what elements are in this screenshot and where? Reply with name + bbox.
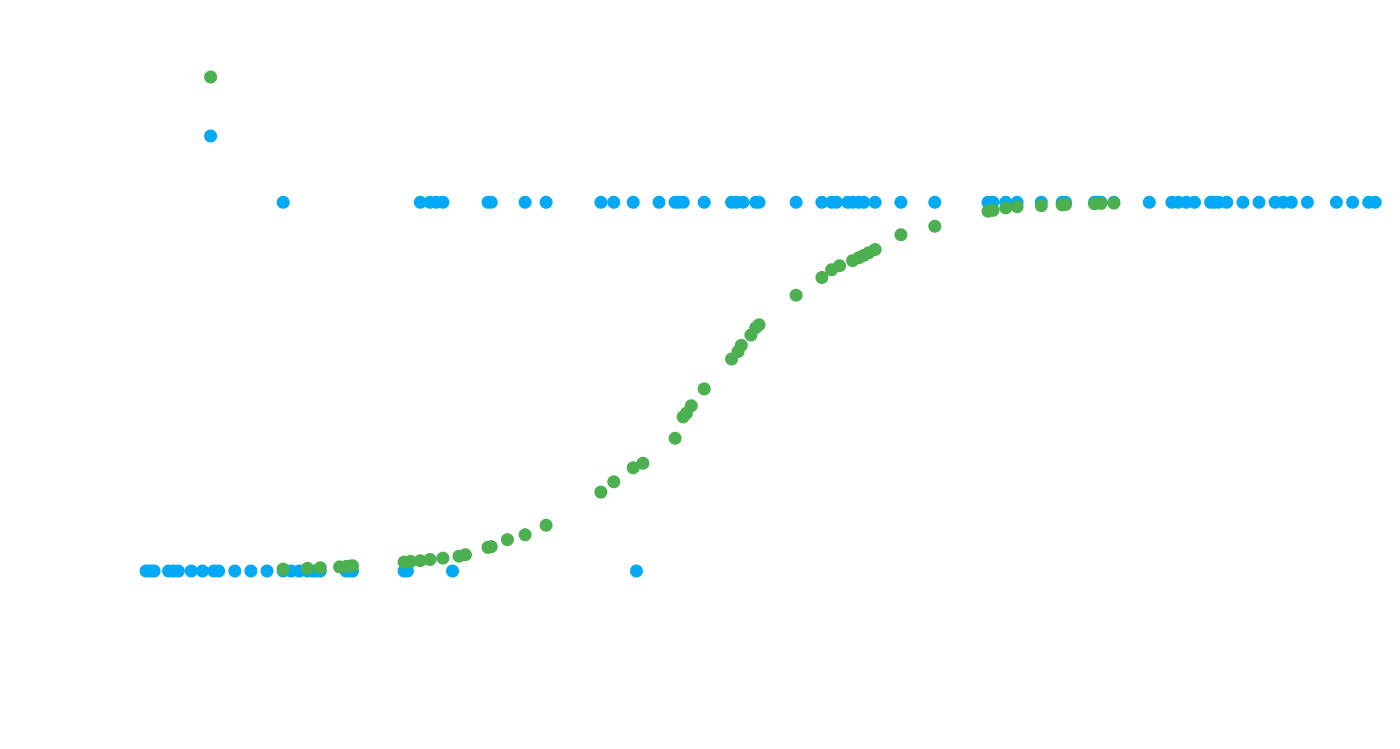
data-point [518, 528, 532, 542]
data-point [684, 399, 698, 413]
data-point [829, 195, 843, 209]
data-point [928, 219, 942, 233]
data-point [204, 129, 218, 143]
data-point [244, 564, 258, 578]
data-point [436, 551, 450, 565]
data-point [539, 518, 553, 532]
data-point [626, 461, 640, 475]
data-point [1142, 195, 1156, 209]
data-point [868, 195, 882, 209]
data-point [413, 195, 427, 209]
data-point [676, 195, 690, 209]
data-point [1094, 196, 1108, 210]
data-point [484, 540, 498, 554]
data-point [857, 195, 871, 209]
data-point [423, 553, 437, 566]
data-point [1346, 195, 1360, 209]
data-point [1284, 195, 1298, 209]
data-point [313, 561, 327, 575]
data-point [1329, 195, 1343, 209]
data-point [833, 259, 847, 273]
data-point [1188, 195, 1201, 209]
data-point [346, 559, 359, 573]
data-point [789, 288, 803, 302]
data-point [404, 554, 418, 568]
data-point [697, 382, 711, 396]
data-point [147, 564, 161, 578]
data-point [594, 195, 608, 209]
data-point [629, 564, 643, 578]
data-point [868, 243, 882, 256]
data-point [652, 195, 666, 209]
data-point [204, 70, 218, 84]
data-point [539, 195, 553, 209]
data-point [1034, 199, 1048, 213]
data-point [413, 554, 427, 568]
data-point [1220, 195, 1234, 209]
data-point [736, 195, 750, 209]
data-point [212, 564, 226, 578]
data-point [928, 195, 942, 209]
data-point [228, 564, 242, 578]
data-point [300, 561, 314, 575]
data-point [752, 318, 766, 332]
data-point [171, 564, 185, 578]
data-point [276, 562, 290, 576]
data-point [734, 338, 748, 352]
data-point [636, 456, 650, 470]
data-point [697, 195, 711, 209]
data-point [1368, 195, 1382, 209]
data-point [894, 195, 908, 209]
data-point [999, 201, 1013, 215]
data-point [1236, 195, 1250, 209]
data-point [518, 195, 532, 209]
data-point [1010, 200, 1024, 214]
data-point [668, 431, 682, 445]
data-point [500, 533, 514, 547]
data-point [752, 195, 766, 209]
data-point [436, 195, 450, 209]
data-point [894, 228, 908, 242]
data-point [260, 564, 274, 578]
plot-area [139, 70, 1382, 578]
data-point [1107, 196, 1121, 210]
data-point [607, 475, 621, 489]
series-0 [139, 129, 1382, 578]
data-point [815, 271, 829, 284]
data-point [276, 195, 290, 209]
data-point [458, 548, 472, 562]
data-point [1300, 195, 1314, 209]
data-point [184, 564, 198, 578]
data-point [626, 195, 640, 209]
data-point [789, 195, 803, 209]
data-point [196, 564, 209, 578]
data-point [484, 195, 498, 209]
data-point [815, 195, 829, 209]
series-1 [204, 70, 1121, 576]
data-point [986, 203, 1000, 217]
data-point [446, 564, 459, 578]
data-point [594, 485, 608, 499]
data-point [1252, 195, 1266, 209]
data-point [607, 195, 621, 209]
data-point [1059, 198, 1072, 211]
